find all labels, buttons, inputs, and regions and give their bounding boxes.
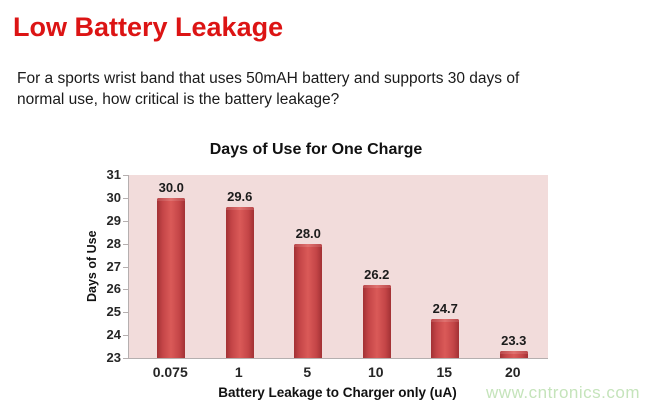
- x-tick-label: 15: [436, 364, 453, 380]
- y-tick-label: 26: [106, 281, 121, 297]
- y-tick-mark: [123, 289, 128, 291]
- bar-slot-0.075: 30.0: [137, 175, 206, 358]
- y-tick-mark: [123, 243, 128, 245]
- bar-slot-15: 24.7: [411, 175, 480, 358]
- y-tick-label: 25: [106, 304, 121, 320]
- y-tick-label: 28: [106, 235, 121, 251]
- x-tick-label: 5: [303, 364, 312, 380]
- y-tick-mark: [123, 335, 128, 337]
- y-tick-label: 23: [106, 350, 121, 365]
- x-tick-label: 1: [234, 364, 243, 380]
- y-tick-mark: [123, 266, 128, 268]
- y-tick-mark: [123, 358, 128, 359]
- bar-slot-1: 29.6: [206, 175, 275, 358]
- bar-slot-10: 26.2: [343, 175, 412, 358]
- bars-container: 30.0 29.6 28.0 26.2 24.7 23.3: [129, 175, 548, 358]
- y-tick-label: 27: [106, 258, 121, 274]
- bar-slot-5: 28.0: [274, 175, 343, 358]
- body-text-line-2: normal use, how critical is the battery …: [17, 91, 340, 108]
- y-tick-mark: [123, 175, 128, 176]
- bar-1: [225, 207, 254, 358]
- y-tick-label: 31: [106, 167, 121, 182]
- y-tick-label: 24: [106, 327, 121, 343]
- watermark: www.cntronics.com: [486, 383, 640, 402]
- bar-value-label: 24.7: [432, 301, 458, 317]
- bar-0.075: [157, 197, 186, 358]
- x-tick-label: 0.075: [152, 364, 188, 380]
- page-title: Low Battery Leakage: [13, 12, 284, 42]
- y-tick-mark: [123, 220, 128, 222]
- x-tick-label: 20: [504, 364, 521, 380]
- body-text: For a sports wrist band that uses 50mAH …: [17, 68, 637, 110]
- x-tick-label: 10: [367, 364, 384, 380]
- bar-20: [499, 351, 528, 358]
- chart-title: Days of Use for One Charge: [209, 141, 423, 158]
- y-tick-label: 30: [106, 189, 121, 205]
- bar-10: [362, 284, 391, 358]
- y-tick-mark: [123, 197, 128, 199]
- x-axis-title: Battery Leakage to Charger only (uA): [218, 385, 457, 400]
- body-text-line-1: For a sports wrist band that uses 50mAH …: [17, 70, 520, 87]
- y-tick-label: 29: [106, 212, 121, 228]
- y-tick-mark: [123, 312, 128, 314]
- x-axis-labels: 0.075 1 5 10 15 20: [128, 364, 547, 380]
- bar-slot-20: 23.3: [480, 175, 549, 358]
- bar-5: [294, 243, 323, 358]
- bar-value-label: 30.0: [158, 179, 184, 195]
- bar-chart: Days of Use for One Charge Days of Use 3…: [0, 138, 650, 414]
- bar-value-label: 26.2: [364, 266, 390, 282]
- bar-15: [431, 319, 460, 358]
- bar-value-label: 28.0: [295, 225, 321, 241]
- bar-value-label: 23.3: [501, 333, 527, 349]
- plot-area: 30.0 29.6 28.0 26.2 24.7 23.3: [128, 175, 548, 359]
- bar-value-label: 29.6: [227, 189, 253, 204]
